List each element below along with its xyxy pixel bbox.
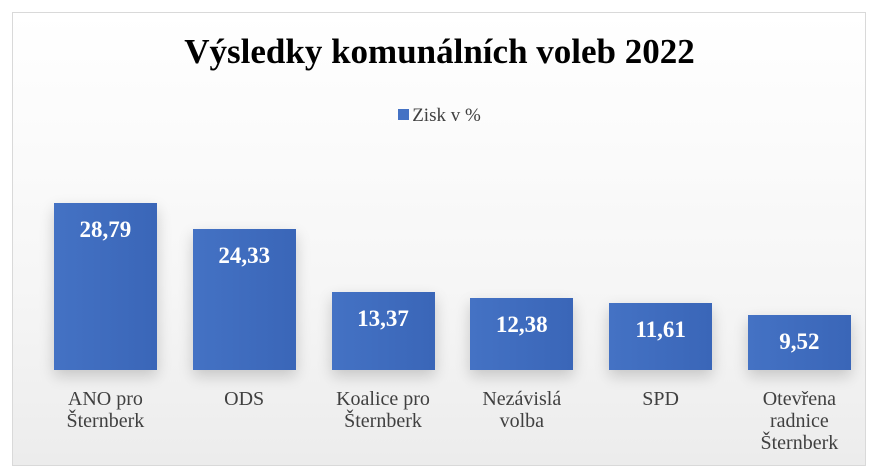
- x-tick-label: SPD: [642, 388, 679, 410]
- bar: [470, 298, 574, 370]
- bar: [53, 203, 157, 370]
- bar: [192, 228, 296, 370]
- chart-title: Výsledky komunálních voleb 2022: [184, 32, 695, 71]
- x-tick-label: Koalice pro Šternberk: [336, 388, 430, 432]
- legend-swatch: [398, 109, 410, 120]
- bar: [609, 302, 713, 370]
- data-label: 28,79: [79, 217, 132, 243]
- data-label: 11,61: [635, 316, 686, 342]
- data-label: 24,33: [218, 242, 271, 268]
- x-tick-label: Nezávislá volba: [482, 388, 562, 432]
- data-label: 13,37: [357, 306, 409, 332]
- x-tick-label: ANO pro Šternberk: [66, 388, 145, 432]
- data-label: 12,38: [495, 312, 548, 338]
- x-tick-label: ODS: [224, 388, 265, 410]
- legend-label: Zisk v %: [412, 105, 481, 126]
- bar: [331, 292, 435, 370]
- x-tick-label: Otevřena radnice Šternberk: [760, 388, 839, 454]
- legend: Zisk v %: [0, 105, 879, 127]
- data-label: 9,52: [779, 328, 820, 354]
- bar: [747, 314, 851, 370]
